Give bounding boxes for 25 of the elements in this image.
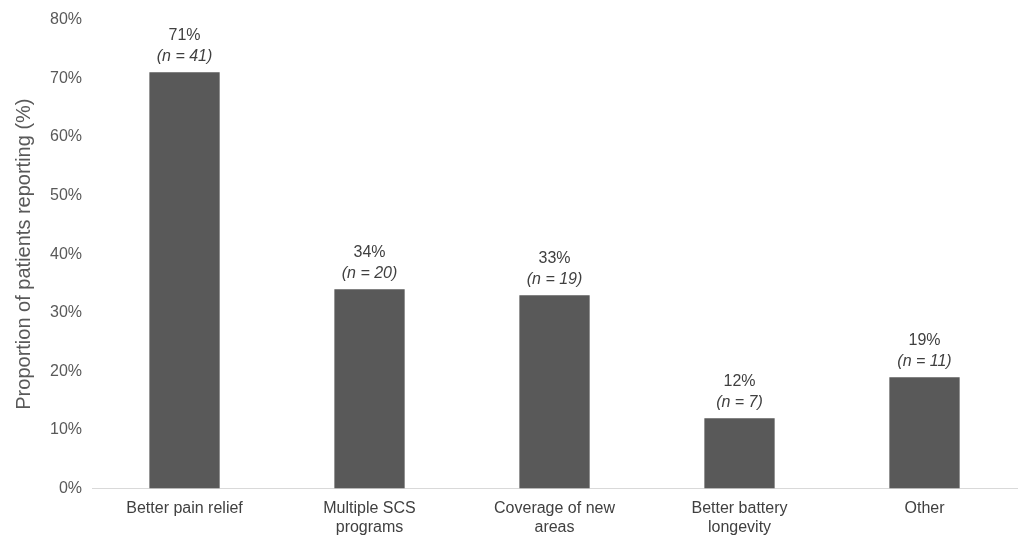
x-tick-label: Better pain relief (126, 498, 244, 516)
y-tick-label: 60% (49, 127, 83, 145)
y-tick-label: 10% (49, 420, 83, 438)
y-tick-label: 50% (49, 185, 83, 203)
y-tick-label: 30% (49, 303, 83, 321)
data-label: 12% (n = 7) (716, 371, 763, 410)
bar (334, 289, 405, 489)
bar (519, 295, 590, 489)
y-tick-label: 40% (49, 244, 83, 262)
data-label: 71% (n = 41) (156, 25, 213, 64)
x-tick-label: Other (904, 498, 946, 516)
y-tick-label: 70% (49, 68, 83, 86)
bar (149, 72, 220, 489)
x-tick-label: Coverage of new areas (494, 498, 616, 535)
x-tick-label: Multiple SCS programs (323, 498, 416, 535)
data-label: 34% (n = 20) (341, 242, 398, 281)
y-tick-label: 80% (49, 10, 83, 28)
data-label: 19% (n = 11) (897, 330, 952, 369)
y-tick-label: 20% (49, 361, 83, 379)
y-axis-title: Proportion of patients reporting (%) (11, 98, 34, 410)
bar (704, 418, 775, 489)
y-tick-label: 0% (58, 479, 83, 497)
bar (889, 377, 960, 489)
x-tick-label: Better battery longevity (691, 498, 788, 535)
data-label: 33% (n = 19) (526, 248, 583, 287)
